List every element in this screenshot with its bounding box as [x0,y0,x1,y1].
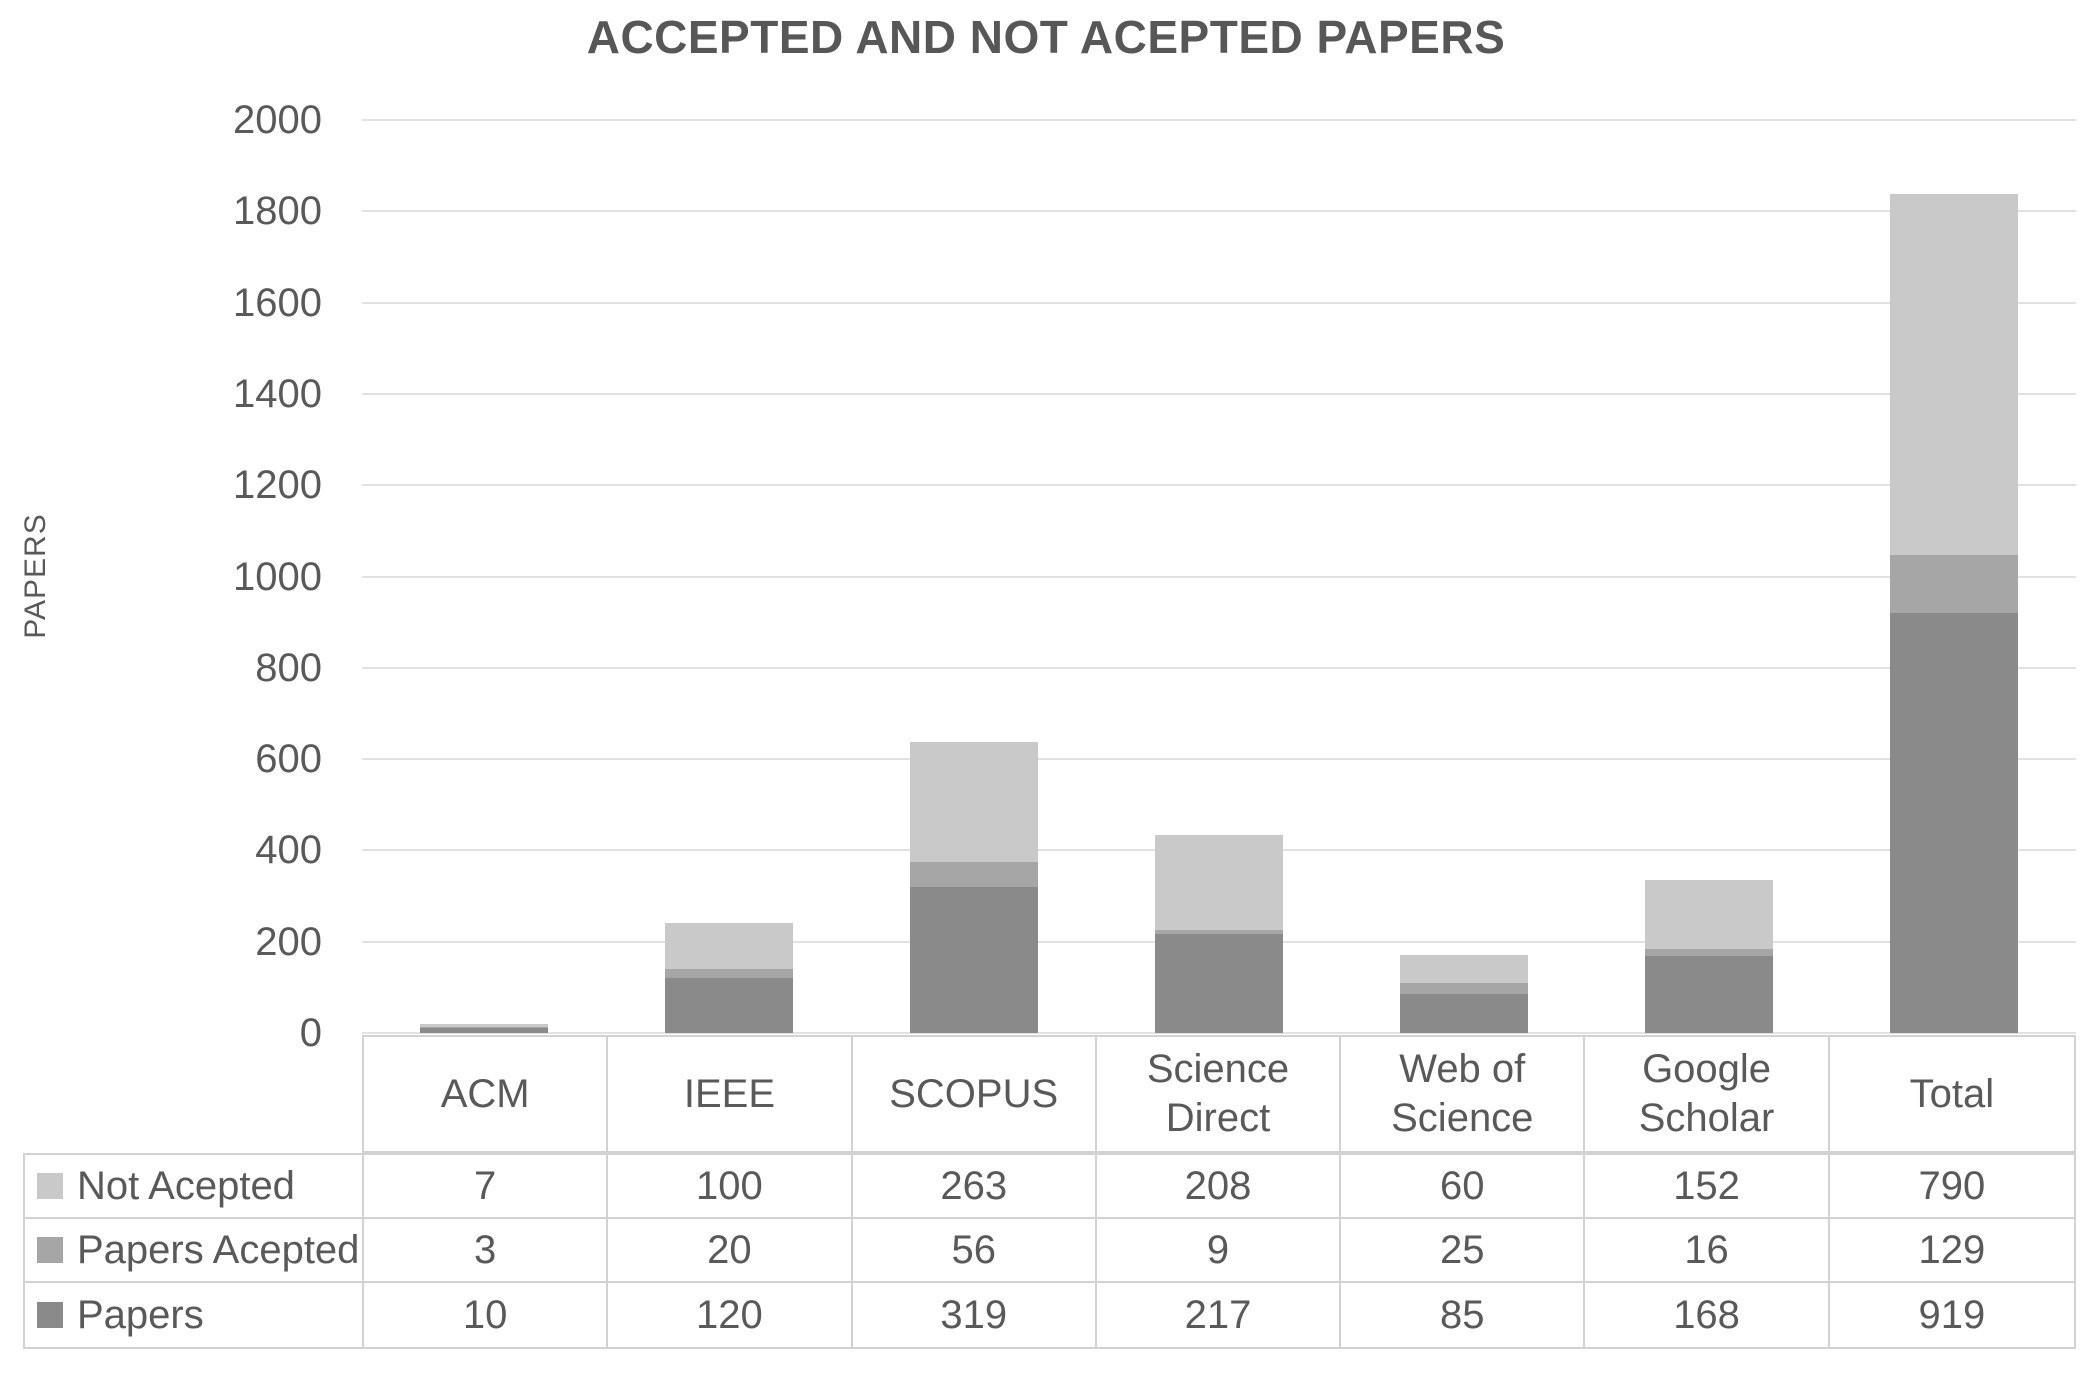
bar-ieee [665,923,794,1033]
table-value-cell: 60 [1341,1155,1586,1217]
bar-segment-papers [1889,613,2018,1033]
table-value-cell: 7 [364,1155,609,1217]
bar-google-scholar [1644,879,1773,1033]
table-value-cell: 25 [1341,1219,1586,1281]
table-value-cell: 3 [364,1219,609,1281]
category-header-web-of-science: Web of Science [1341,1037,1586,1151]
table-value-cell: 100 [608,1155,853,1217]
bar-segment-papers-acepted [665,969,794,979]
category-header-acm: ACM [364,1037,609,1151]
bar-science-direct [1155,834,1283,1033]
y-tick-label: 600 [255,737,322,782]
table-value-cell: 208 [1097,1155,1342,1217]
bar-total [1889,193,2018,1033]
table-value-cell: 217 [1097,1283,1342,1347]
gridline [362,301,2076,304]
bar-segment-not-acepted [420,1023,549,1028]
gridline [362,758,2076,761]
series-name: Not Acepted [77,1163,295,1208]
bar-scopus [910,741,1039,1033]
category-header-ieee: IEEE [608,1037,853,1151]
gridline [362,666,2076,669]
table-row-papers: Papers 10 120 319 217 85 168 919 [25,1283,2074,1347]
plot-area [362,119,2076,1034]
category-header-google-scholar: Google Scholar [1585,1037,1830,1151]
category-header-science-direct: Science Direct [1097,1037,1342,1151]
y-tick-label: 400 [255,828,322,873]
y-tick-label: 2000 [233,98,322,142]
bar-segment-papers-acepted [910,861,1039,888]
series-name: Papers [77,1292,204,1337]
y-tick-label: 0 [299,1011,322,1055]
table-value-cell: 129 [1918,1227,1986,1272]
table-row-not-acepted: Not Acepted 7 100 263 208 60 152 790 [25,1155,2074,1219]
table-value-cell: 168 [1585,1283,1830,1347]
table-value-cell: 790 [1918,1163,1986,1208]
table-value-cell: 152 [1585,1155,1830,1217]
y-tick-label: 800 [255,645,322,690]
bar-segment-not-acepted [1155,834,1283,930]
gridline [362,1032,2076,1034]
gridline [362,392,2076,395]
data-table: Not Acepted 7 100 263 208 60 152 790 Papers Acep… [23,1153,2076,1349]
table-value-cell: 16 [1585,1219,1830,1281]
bar-segment-papers [910,887,1039,1033]
y-tick-label: 1400 [233,371,322,416]
bar-segment-not-acepted [1399,955,1528,983]
y-tick-label: 1800 [233,189,322,234]
legend-key-icon [37,1237,63,1263]
y-tick-label: 200 [255,919,322,964]
table-value-cell: 319 [853,1283,1097,1347]
gridline [362,119,2076,121]
bar-segment-papers [420,1028,549,1033]
bar-web-of-science [1399,955,1528,1033]
bar-segment-not-acepted [665,923,794,970]
bar-segment-papers [665,978,794,1033]
bar-segment-papers [1399,994,1528,1033]
gridline [362,210,2076,213]
table-value-cell: 56 [853,1219,1097,1281]
row-label: Papers Acepted [25,1219,364,1281]
legend-key-icon [37,1302,63,1328]
y-tick-label: 1000 [233,554,322,599]
table-value-cell: 263 [853,1155,1097,1217]
chart-title: ACCEPTED AND NOT ACEPTED PAPERS [586,11,1506,63]
row-label: Papers [25,1283,364,1347]
bar-segment-papers-acepted [1889,554,2018,614]
table-value-cell: 9 [1097,1219,1342,1281]
category-header-row: ACM IEEE SCOPUS Science Direct Web of Scienc… [362,1035,2076,1153]
bar-segment-papers-acepted [1644,949,1773,957]
bar-segment-papers-acepted [1399,982,1528,995]
gridline [362,575,2076,578]
category-header-scopus: SCOPUS [853,1037,1097,1151]
legend-key-icon [37,1173,63,1199]
table-row-papers-acepted: Papers Acepted 3 20 56 9 25 16 129 [25,1219,2074,1283]
gridline [362,484,2076,487]
y-tick-label: 1600 [233,280,322,325]
bar-segment-papers-acepted [1155,929,1283,934]
bar-acm [420,1023,549,1033]
bar-segment-not-acepted [1644,879,1773,950]
table-value-cell: 10 [364,1283,609,1347]
table-value-cell: 120 [608,1283,853,1347]
bar-segment-not-acepted [910,741,1039,862]
category-header-total: Total [1909,1071,1995,1116]
bar-segment-papers [1644,956,1773,1033]
table-value-cell: 85 [1341,1283,1586,1347]
row-label: Not Acepted [25,1155,364,1217]
series-name: Papers Acepted [77,1227,360,1272]
bar-segment-papers [1155,933,1283,1033]
table-value-cell: 919 [1918,1292,1986,1337]
table-value-cell: 20 [608,1219,853,1281]
y-tick-label: 1200 [233,463,322,508]
bar-segment-papers-acepted [420,1027,549,1029]
bar-segment-not-acepted [1889,193,2018,555]
